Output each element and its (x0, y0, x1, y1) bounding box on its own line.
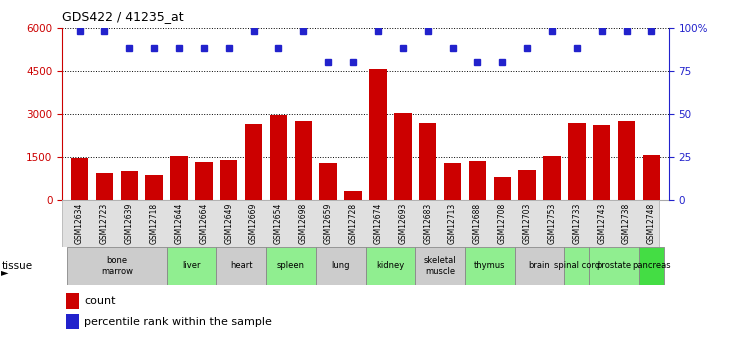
Text: skeletal
muscle: skeletal muscle (424, 256, 456, 276)
Text: bone
marrow: bone marrow (101, 256, 133, 276)
Text: heart: heart (230, 262, 252, 270)
Text: GSM12713: GSM12713 (448, 203, 457, 244)
Bar (266, 247, 316, 285)
Bar (515, 247, 564, 285)
Bar (369, 69, 387, 200)
Text: GSM12664: GSM12664 (200, 203, 208, 244)
Bar (589, 247, 639, 285)
Text: GSM12708: GSM12708 (498, 203, 507, 244)
Bar (96, 173, 113, 200)
Text: GSM12639: GSM12639 (125, 203, 134, 244)
Text: spinal cord: spinal cord (554, 262, 600, 270)
Bar (419, 123, 436, 200)
Bar (167, 247, 216, 285)
Text: GSM12753: GSM12753 (548, 203, 556, 244)
Text: GSM12669: GSM12669 (249, 203, 258, 244)
Text: thymus: thymus (474, 262, 506, 270)
Bar (316, 247, 366, 285)
Bar (71, 158, 88, 200)
Bar (170, 156, 188, 200)
Bar (469, 161, 486, 200)
Bar (394, 113, 412, 200)
Text: pancreas: pancreas (632, 262, 671, 270)
Text: brain: brain (529, 262, 550, 270)
Text: count: count (84, 296, 115, 306)
Text: prostate: prostate (596, 262, 632, 270)
Bar (465, 247, 515, 285)
Text: GDS422 / 41235_at: GDS422 / 41235_at (62, 10, 183, 23)
Bar (444, 163, 461, 200)
Text: GSM12698: GSM12698 (299, 203, 308, 244)
Bar (518, 170, 536, 200)
Text: GSM12688: GSM12688 (473, 203, 482, 244)
Text: GSM12718: GSM12718 (150, 203, 159, 244)
Text: liver: liver (182, 262, 201, 270)
Text: GSM12723: GSM12723 (100, 203, 109, 244)
Text: GSM12649: GSM12649 (224, 203, 233, 244)
Bar (366, 247, 415, 285)
Text: tissue: tissue (1, 261, 33, 270)
Text: GSM12748: GSM12748 (647, 203, 656, 244)
Bar (564, 247, 589, 285)
Text: kidney: kidney (376, 262, 404, 270)
Text: GSM12644: GSM12644 (175, 203, 183, 244)
Bar (415, 247, 465, 285)
Bar (220, 160, 238, 200)
Text: GSM12634: GSM12634 (75, 203, 84, 244)
Text: GSM12674: GSM12674 (374, 203, 382, 244)
Bar (593, 125, 610, 200)
Bar (639, 247, 664, 285)
Bar (145, 175, 163, 200)
Bar (344, 191, 362, 200)
Bar (618, 121, 635, 200)
Bar (67, 247, 167, 285)
Text: lung: lung (331, 262, 350, 270)
Text: percentile rank within the sample: percentile rank within the sample (84, 317, 272, 327)
Bar (195, 162, 213, 200)
Bar (270, 115, 287, 200)
Text: GSM12738: GSM12738 (622, 203, 631, 244)
Bar (493, 177, 511, 200)
Text: GSM12733: GSM12733 (572, 203, 581, 244)
Bar (319, 163, 337, 200)
Bar (643, 155, 660, 200)
Text: GSM12743: GSM12743 (597, 203, 606, 244)
Text: GSM12703: GSM12703 (523, 203, 531, 244)
Text: GSM12659: GSM12659 (324, 203, 333, 244)
Text: GSM12654: GSM12654 (274, 203, 283, 244)
Bar (121, 171, 138, 200)
Text: spleen: spleen (277, 262, 305, 270)
Text: GSM12683: GSM12683 (423, 203, 432, 244)
Bar (245, 124, 262, 200)
Bar (568, 123, 586, 200)
Text: GSM12728: GSM12728 (349, 203, 357, 244)
Bar (295, 121, 312, 200)
Bar (216, 247, 266, 285)
Text: ►: ► (1, 268, 9, 277)
Bar (543, 156, 561, 200)
Text: GSM12693: GSM12693 (398, 203, 407, 244)
